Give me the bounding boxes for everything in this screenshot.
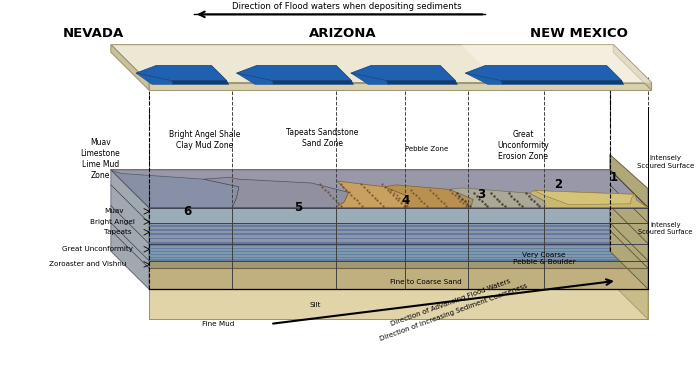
Text: Zoroaster and Vishnu: Zoroaster and Vishnu xyxy=(48,261,126,268)
Text: Silt: Silt xyxy=(309,302,321,308)
Text: 5: 5 xyxy=(294,201,302,214)
Polygon shape xyxy=(136,65,227,81)
Polygon shape xyxy=(149,223,648,244)
Polygon shape xyxy=(351,73,388,84)
Polygon shape xyxy=(111,45,652,82)
Text: Direction of Increasing Sediment Coarseness: Direction of Increasing Sediment Coarsen… xyxy=(379,283,528,342)
Text: Muav: Muav xyxy=(104,208,123,214)
Polygon shape xyxy=(149,268,648,289)
Polygon shape xyxy=(136,73,174,84)
Polygon shape xyxy=(149,245,648,247)
Polygon shape xyxy=(384,185,473,207)
Text: Great
Unconformity
Erosion Zone: Great Unconformity Erosion Zone xyxy=(498,130,549,161)
Polygon shape xyxy=(149,233,648,235)
Polygon shape xyxy=(530,190,648,207)
Polygon shape xyxy=(466,73,503,84)
Polygon shape xyxy=(149,256,648,258)
Text: Intensely
Scoured Surface: Intensely Scoured Surface xyxy=(638,222,692,235)
Text: Tapeats: Tapeats xyxy=(104,229,132,235)
Text: Bright Angel Shale
Clay Mud Zone: Bright Angel Shale Clay Mud Zone xyxy=(169,130,240,150)
Polygon shape xyxy=(149,238,648,239)
Text: Fine to Coarse Sand: Fine to Coarse Sand xyxy=(391,279,462,285)
Text: Bright Angel: Bright Angel xyxy=(90,218,135,225)
Polygon shape xyxy=(610,251,648,319)
Text: Fine Mud: Fine Mud xyxy=(202,321,234,327)
Polygon shape xyxy=(613,45,652,90)
Polygon shape xyxy=(111,170,149,289)
Polygon shape xyxy=(149,225,648,227)
Polygon shape xyxy=(534,190,635,204)
Polygon shape xyxy=(237,65,351,81)
Text: 6: 6 xyxy=(183,205,191,218)
Polygon shape xyxy=(386,81,457,84)
Polygon shape xyxy=(149,251,648,252)
Text: Direction of Flood waters when depositing sediments: Direction of Flood waters when depositin… xyxy=(232,2,461,11)
Text: Muav
Limestone
Lime Mud
Zone: Muav Limestone Lime Mud Zone xyxy=(80,138,120,180)
Polygon shape xyxy=(149,207,648,223)
Polygon shape xyxy=(149,289,648,319)
Polygon shape xyxy=(172,81,229,84)
Polygon shape xyxy=(149,254,648,255)
Text: Intensely
Scoured Surface: Intensely Scoured Surface xyxy=(637,155,694,169)
Text: 2: 2 xyxy=(554,178,562,192)
Text: NEVADA: NEVADA xyxy=(63,27,124,40)
Polygon shape xyxy=(149,261,648,268)
Polygon shape xyxy=(204,177,349,207)
Polygon shape xyxy=(111,170,239,207)
Polygon shape xyxy=(149,229,648,231)
Text: 1: 1 xyxy=(609,171,617,184)
Polygon shape xyxy=(149,260,648,261)
Text: Great Unconformity: Great Unconformity xyxy=(62,246,134,252)
Polygon shape xyxy=(336,181,409,207)
Polygon shape xyxy=(149,244,648,261)
Polygon shape xyxy=(500,81,624,84)
Polygon shape xyxy=(237,73,274,84)
Text: NEW MEXICO: NEW MEXICO xyxy=(530,27,628,40)
Polygon shape xyxy=(610,155,648,289)
Text: Pebble Zone: Pebble Zone xyxy=(405,146,448,152)
Polygon shape xyxy=(149,82,652,90)
Polygon shape xyxy=(149,242,648,244)
Polygon shape xyxy=(111,45,149,90)
Polygon shape xyxy=(449,188,545,207)
Polygon shape xyxy=(111,251,648,289)
Text: Direction of Advancing Flood Waters: Direction of Advancing Flood Waters xyxy=(390,278,511,327)
Polygon shape xyxy=(272,81,354,84)
Text: Very Coarse
Pebble & Boulder: Very Coarse Pebble & Boulder xyxy=(512,252,575,265)
Polygon shape xyxy=(461,45,652,82)
Text: Tapeats Sandstone
Sand Zone: Tapeats Sandstone Sand Zone xyxy=(286,128,358,148)
Text: 3: 3 xyxy=(477,188,486,201)
Polygon shape xyxy=(149,248,648,249)
Polygon shape xyxy=(466,65,622,81)
Text: 4: 4 xyxy=(401,193,410,206)
Polygon shape xyxy=(351,65,456,81)
Text: ARIZONA: ARIZONA xyxy=(309,27,377,40)
Polygon shape xyxy=(111,170,648,207)
